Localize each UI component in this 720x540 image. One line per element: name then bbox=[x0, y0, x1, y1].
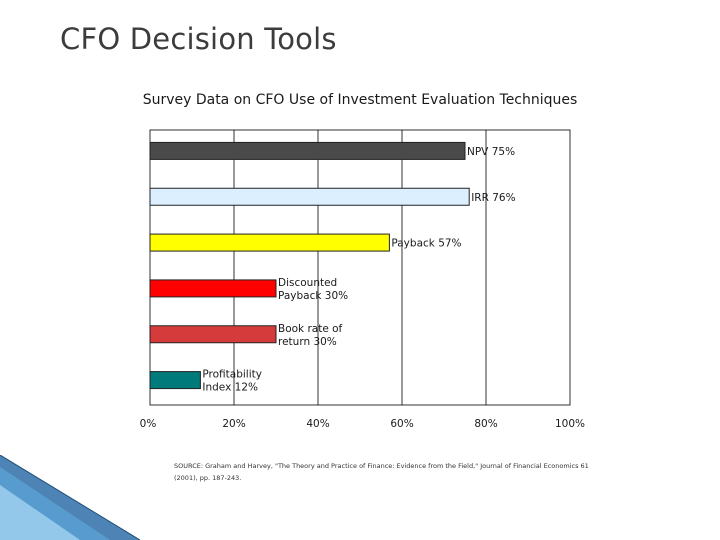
x-tick-label: 100% bbox=[555, 418, 585, 430]
x-tick-label: 60% bbox=[390, 418, 413, 430]
chart-title: Survey Data on CFO Use of Investment Eva… bbox=[142, 92, 578, 108]
decorative-swoosh bbox=[0, 455, 141, 540]
bar-label: Payback 30% bbox=[278, 290, 348, 302]
bar-profitability-index bbox=[149, 371, 201, 390]
bar-label: Discounted bbox=[278, 277, 337, 289]
bar-payback bbox=[149, 233, 390, 252]
bar-label: IRR 76% bbox=[471, 192, 515, 204]
bar-label: Index 12% bbox=[202, 382, 258, 394]
bar-label: return 30% bbox=[278, 336, 337, 348]
bar-label: Profitability bbox=[202, 369, 262, 381]
x-tick-label: 0% bbox=[140, 418, 157, 430]
bar-discounted-payback bbox=[149, 279, 277, 298]
slide-title: CFO Decision Tools bbox=[60, 22, 337, 56]
bar-book-rate-of-return bbox=[149, 325, 277, 344]
x-tick-label: 40% bbox=[306, 418, 329, 430]
x-tick-label: 80% bbox=[474, 418, 497, 430]
source-note: SOURCE: Graham and Harvey, "The Theory a… bbox=[174, 462, 589, 482]
bar-label: NPV 75% bbox=[467, 146, 515, 158]
bar-npv bbox=[149, 141, 466, 160]
plot-frame bbox=[149, 129, 571, 406]
bar-label: Payback 57% bbox=[391, 238, 461, 250]
bar-irr bbox=[149, 187, 470, 206]
bar-label: Book rate of bbox=[278, 323, 343, 335]
x-tick-label: 20% bbox=[222, 418, 245, 430]
